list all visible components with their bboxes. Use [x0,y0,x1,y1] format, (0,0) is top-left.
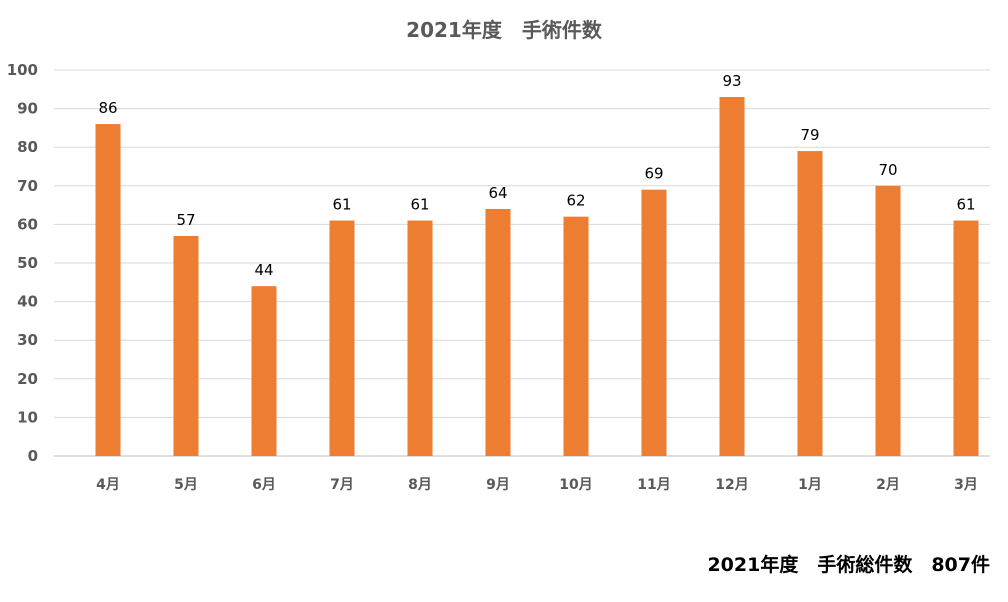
x-tick-label: 10月 [559,477,592,493]
bar [407,220,433,456]
x-tick-label: 7月 [330,477,354,493]
data-label: 79 [800,126,819,144]
x-tick-label: 9月 [486,477,510,493]
x-tick-label: 2月 [876,477,900,493]
y-tick-label: 40 [17,293,38,311]
data-label: 61 [410,196,429,214]
data-label: 64 [488,184,507,202]
x-tick-label: 6月 [252,477,276,493]
data-label: 86 [98,99,117,117]
bar [329,220,355,456]
x-tick-label: 1月 [798,477,822,493]
gridlines [54,69,990,457]
data-label: 93 [722,72,741,90]
bar [719,97,745,457]
data-label: 61 [956,196,975,214]
y-tick-label: 0 [28,447,38,465]
y-tick-label: 80 [17,138,38,156]
data-label: 61 [332,196,351,214]
bar [953,220,979,456]
bar [641,189,667,456]
data-label: 57 [176,211,195,229]
y-tick-label: 20 [17,370,38,388]
bar [95,124,121,456]
x-tick-label: 3月 [954,477,978,493]
chart-title: 2021年度 手術件数 [406,18,602,42]
bar [251,286,277,456]
total-surgeries-summary: 2021年度 手術総件数 807件 [707,554,990,576]
bar [875,185,901,457]
x-tick-label: 4月 [96,477,120,493]
x-axis-ticks: 4月 5月 6月 7月 8月 9月 10月 11月 12月 1月 2月 3月 [96,477,978,493]
data-label: 70 [878,161,897,179]
y-tick-label: 100 [7,61,38,79]
data-labels: 86 57 44 61 61 64 62 69 93 79 70 61 [98,72,975,279]
data-label: 44 [254,261,273,279]
y-tick-label: 50 [17,254,38,272]
x-tick-label: 5月 [174,477,198,493]
y-tick-label: 70 [17,177,38,195]
bar [563,216,589,456]
bar [797,151,823,456]
y-axis-ticks: 0 10 20 30 40 50 60 70 80 90 100 [7,61,38,465]
x-tick-label: 8月 [408,477,432,493]
y-tick-label: 60 [17,215,38,233]
data-label: 62 [566,192,585,210]
data-label: 69 [644,165,663,183]
y-tick-label: 30 [17,331,38,349]
y-tick-label: 90 [17,100,38,118]
y-tick-label: 10 [17,408,38,426]
bars [95,97,979,457]
bar [485,208,511,456]
x-tick-label: 11月 [637,477,670,493]
x-tick-label: 12月 [715,477,748,493]
bar [173,235,199,456]
